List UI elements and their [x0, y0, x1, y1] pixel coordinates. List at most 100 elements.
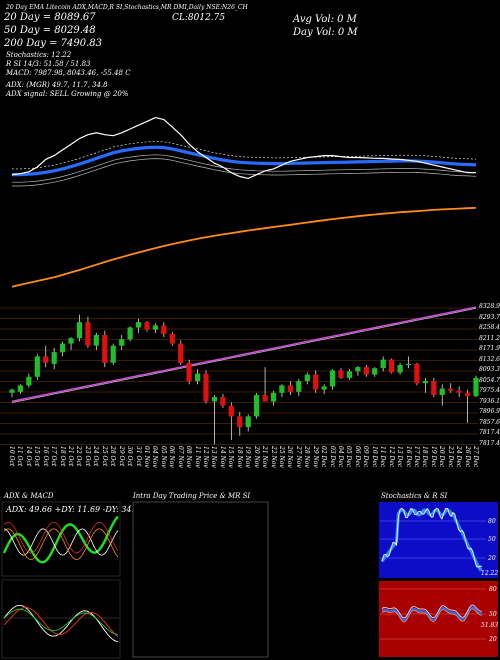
date-tick-label: 04 Dec: [337, 446, 345, 468]
date-tick-label: 29 Oct: [117, 446, 125, 467]
main-chart: [0, 116, 479, 445]
candle-body: [85, 322, 91, 346]
date-tick-label: 16 Oct: [41, 446, 49, 467]
adx-signal: ADX signal: SELL Growing @ 20%: [6, 90, 129, 98]
candle-body: [338, 370, 344, 378]
date-tick-label: 21 Oct: [67, 446, 75, 467]
date-tick-label: 15 Oct: [33, 446, 41, 467]
date-tick-label: 01 Nov: [142, 446, 150, 468]
candle-body: [169, 333, 175, 344]
price-tick-label: 7936.16: [479, 397, 500, 405]
candle-body: [9, 389, 15, 393]
candle-body: [220, 397, 226, 406]
candle-body: [279, 385, 285, 393]
stochastic-panel: [379, 502, 498, 578]
candle-body: [363, 367, 369, 375]
date-tick-label: 10 Oct: [8, 446, 15, 467]
rsi-line: [381, 606, 483, 622]
date-tick-label: 18 Nov: [235, 446, 243, 468]
date-tick-label: 28 Oct: [109, 446, 117, 467]
candle-body: [237, 416, 243, 428]
date-tick-label: 25 Oct: [100, 446, 108, 467]
ema200-line: [11, 207, 477, 288]
rsi-last-value: 51.83: [481, 622, 499, 629]
candle-body: [389, 359, 395, 373]
candle-body: [464, 392, 471, 397]
date-tick-label: 04 Nov: [151, 446, 159, 468]
candle-body: [270, 392, 277, 402]
date-tick-label: 19 Dec: [429, 446, 437, 468]
candle-body: [152, 325, 158, 330]
date-tick-label: 27 Nov: [294, 446, 302, 468]
date-tick-label: 08 Nov: [185, 446, 193, 468]
date-tick-label: 05 Nov: [159, 446, 167, 468]
day-volume: Day Vol: 0 M: [293, 27, 358, 38]
price-tick-label: 7817.43: [479, 439, 500, 447]
candle-body: [397, 365, 403, 373]
stoch-level-20: 20: [488, 555, 496, 562]
rsi-panel: [379, 581, 498, 657]
date-tick-label: 15 Nov: [227, 446, 235, 468]
date-tick-label: 06 Dec: [353, 446, 361, 468]
candle-body: [102, 335, 108, 363]
date-tick-label: 26 Nov: [286, 446, 294, 468]
ema50-readout: 50 Day = 8029.48: [4, 25, 96, 36]
date-tick-label: 18 Oct: [58, 446, 66, 467]
price-tick-label: 8328.98: [479, 303, 500, 310]
band-line-lower: [11, 308, 477, 403]
candle-body: [262, 395, 268, 402]
candle-body: [68, 338, 74, 344]
candle-body: [346, 371, 352, 378]
candle-body: [211, 397, 218, 402]
price-tick-label: 8093.3: [479, 366, 500, 373]
date-tick-label: 02 Dec: [320, 446, 328, 468]
stoch-level-80: 80: [488, 518, 496, 525]
date-tick-label: 24 Dec: [455, 446, 463, 468]
candle-body: [161, 325, 167, 334]
price-tick-label: 8171.95: [479, 345, 500, 352]
date-tick-label: 22 Nov: [269, 446, 277, 468]
adx-line: [2, 515, 119, 564]
candle-body: [195, 373, 201, 382]
price-tick-label: 7975.47: [479, 387, 500, 394]
candle-body: [405, 363, 412, 365]
candle-body: [254, 395, 260, 417]
candle-body: [448, 388, 454, 391]
candle-body: [110, 345, 116, 363]
candle-body: [245, 416, 251, 428]
candle-body: [287, 385, 293, 392]
candle-body: [76, 322, 83, 339]
adx-values: ADX: 49.66 +DY: 11.69 -DY: 34.76: [5, 505, 144, 514]
ema50-line: [12, 145, 477, 177]
date-tick-label: 26 Dec: [463, 446, 471, 468]
date-tick-label: 23 Dec: [446, 446, 454, 468]
stoch-rsi-title: Stochastics & R SI: [381, 492, 448, 500]
date-tick-label: 07 Nov: [176, 446, 184, 468]
avg-volume: Avg Vol: 0 M: [293, 14, 357, 25]
stoch-level-50: 50: [488, 536, 496, 543]
candle-body: [178, 343, 184, 363]
date-tick-label: 18 Dec: [421, 446, 429, 468]
candle-body: [355, 367, 361, 372]
candle-body: [422, 381, 428, 384]
rsi-level-80: 80: [489, 586, 497, 593]
price-tick-label: 8293.76: [479, 313, 500, 321]
candle-body: [51, 352, 57, 364]
candle-body: [473, 377, 479, 397]
price-tick-label: 7857.61: [479, 418, 500, 426]
candle-body: [431, 381, 437, 395]
candle-body: [304, 374, 310, 381]
date-tick-label: 09 Dec: [362, 446, 370, 468]
rsi-signal-line: [381, 608, 483, 623]
rsi-level-50: 50: [489, 611, 497, 618]
macd-hist-line: [3, 608, 119, 635]
date-tick-label: 13 Dec: [396, 446, 404, 468]
date-tick-label: 29 Nov: [311, 446, 319, 468]
date-tick-label: 30 Oct: [126, 446, 134, 467]
ma-envelope-line: [12, 154, 477, 183]
macd-panel: [1, 579, 121, 659]
adx-macd-title: ADX & MACD: [4, 492, 54, 500]
candle-body: [135, 322, 142, 328]
date-tick-label: 12 Nov: [202, 446, 210, 468]
minus-di-line: [3, 528, 119, 561]
